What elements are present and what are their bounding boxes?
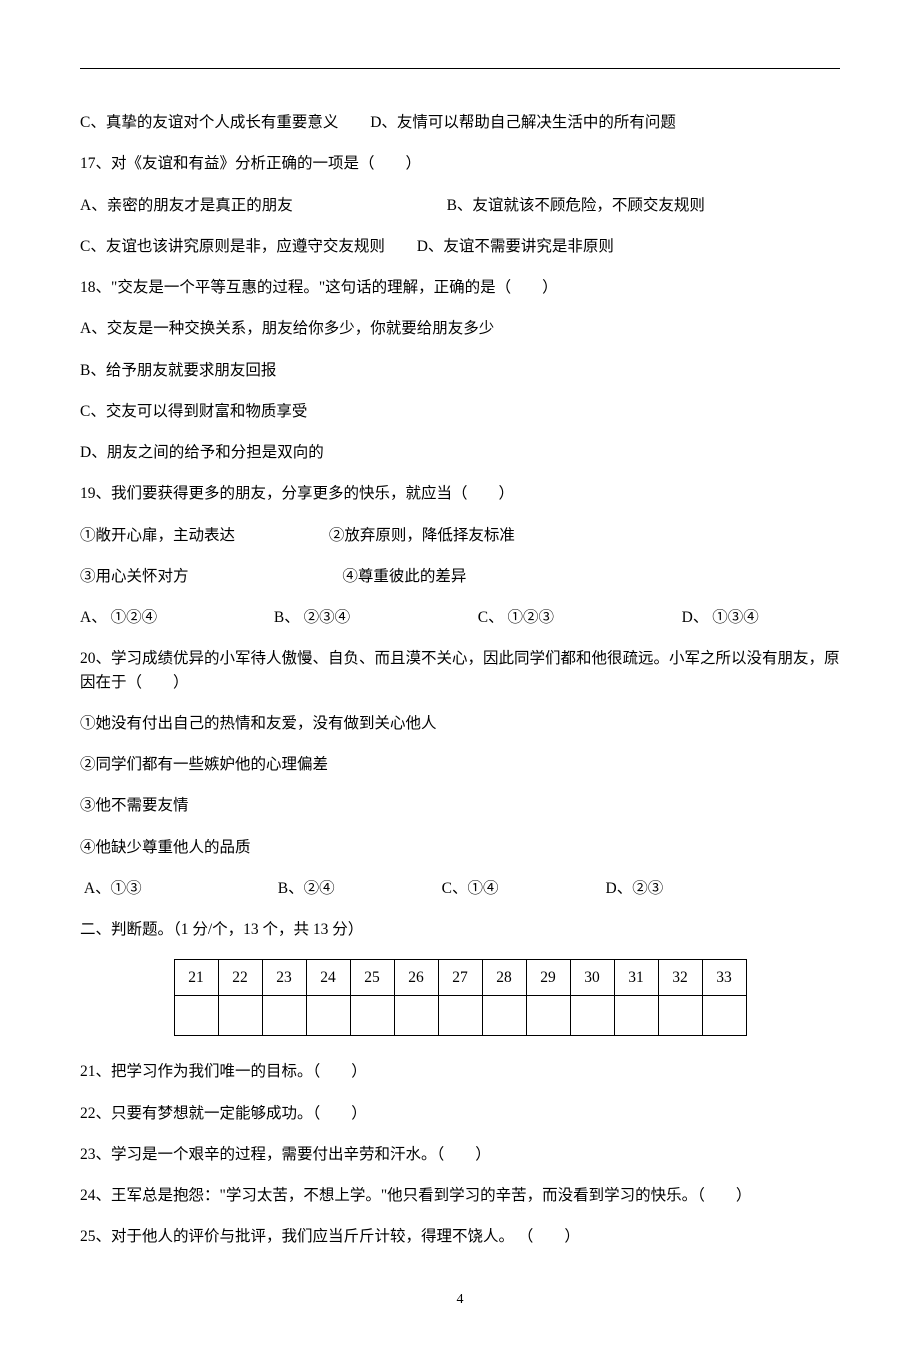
answer-header-cell: 31 bbox=[614, 960, 658, 996]
answer-blank-cell bbox=[438, 996, 482, 1036]
answer-header-cell: 23 bbox=[262, 960, 306, 996]
answer-header-cell: 25 bbox=[350, 960, 394, 996]
q19-sub-4: ④尊重彼此的差异 bbox=[342, 568, 466, 585]
q19-sub-2: ②放弃原则，降低择友标准 bbox=[329, 527, 515, 544]
answer-header-cell: 26 bbox=[394, 960, 438, 996]
q20-sub-3: ③他不需要友情 bbox=[80, 794, 840, 817]
q20-sub-1: ①她没有付出自己的热情和友爱，没有做到关心他人 bbox=[80, 712, 840, 735]
answer-blank-cell bbox=[658, 996, 702, 1036]
answer-blank-cell bbox=[570, 996, 614, 1036]
document-page: C、真挚的友谊对个人成长有重要意义 D、友情可以帮助自己解决生活中的所有问题 1… bbox=[0, 0, 920, 1350]
top-horizontal-rule bbox=[80, 68, 840, 69]
tf-q21: 21、把学习作为我们唯一的目标。（ ） bbox=[80, 1060, 840, 1083]
answer-blank-cell bbox=[262, 996, 306, 1036]
answer-blank-cell bbox=[306, 996, 350, 1036]
q20-option-a: A、①③ bbox=[84, 877, 274, 900]
answer-table-header-row: 21 22 23 24 25 26 27 28 29 30 31 32 33 bbox=[174, 960, 746, 996]
q16-options-cd: C、真挚的友谊对个人成长有重要意义 D、友情可以帮助自己解决生活中的所有问题 bbox=[80, 111, 840, 134]
q20-sub-4: ④他缺少尊重他人的品质 bbox=[80, 836, 840, 859]
q19-options: A、 ①②④ B、 ②③④ C、 ①②③ D、 ①③④ bbox=[80, 606, 840, 629]
q17-stem: 17、对《友谊和有益》分析正确的一项是（ ） bbox=[80, 152, 840, 175]
q18-option-a: A、交友是一种交换关系，朋友给你多少，你就要给朋友多少 bbox=[80, 317, 840, 340]
q18-stem: 18、"交友是一个平等互惠的过程。"这句话的理解，正确的是（ ） bbox=[80, 276, 840, 299]
tf-q24: 24、王军总是抱怨："学习太苦，不想上学。"他只看到学习的辛苦，而没看到学习的快… bbox=[80, 1184, 840, 1207]
q18-option-b: B、给予朋友就要求朋友回报 bbox=[80, 359, 840, 382]
q20-option-c: C、①④ bbox=[442, 877, 602, 900]
answer-blank-cell bbox=[614, 996, 658, 1036]
q16-option-d: D、友情可以帮助自己解决生活中的所有问题 bbox=[370, 114, 676, 131]
answer-blank-cell bbox=[526, 996, 570, 1036]
answer-blank-cell bbox=[482, 996, 526, 1036]
tf-q25: 25、对于他人的评价与批评，我们应当斤斤计较，得理不饶人。 （ ） bbox=[80, 1225, 840, 1248]
answer-header-cell: 21 bbox=[174, 960, 218, 996]
answer-header-cell: 28 bbox=[482, 960, 526, 996]
q20-sub-2: ②同学们都有一些嫉妒他的心理偏差 bbox=[80, 753, 840, 776]
q18-option-c: C、交友可以得到财富和物质享受 bbox=[80, 400, 840, 423]
answer-blank-cell bbox=[350, 996, 394, 1036]
q19-option-b: B、 ②③④ bbox=[274, 606, 474, 629]
q19-option-c: C、 ①②③ bbox=[478, 606, 678, 629]
q20-option-d: D、②③ bbox=[606, 877, 664, 900]
q16-option-c: C、真挚的友谊对个人成长有重要意义 bbox=[80, 114, 338, 131]
q20-options: A、①③ B、②④ C、①④ D、②③ bbox=[80, 877, 840, 900]
answer-header-cell: 33 bbox=[702, 960, 746, 996]
answer-header-cell: 24 bbox=[306, 960, 350, 996]
q19-sub-3: ③用心关怀对方 bbox=[80, 568, 189, 585]
answer-header-cell: 27 bbox=[438, 960, 482, 996]
q20-stem: 20、学习成绩优异的小军待人傲慢、自负、而且漠不关心，因此同学们都和他很疏远。小… bbox=[80, 647, 840, 694]
answer-table-blank-row bbox=[174, 996, 746, 1036]
q17-option-d: D、友谊不需要讲究是非原则 bbox=[417, 238, 614, 255]
q19-sub-12: ①敞开心扉，主动表达 ②放弃原则，降低择友标准 bbox=[80, 524, 840, 547]
answer-blank-cell bbox=[174, 996, 218, 1036]
section2-heading: 二、判断题。（1 分/个，13 个，共 13 分） bbox=[80, 918, 840, 941]
page-number: 4 bbox=[80, 1289, 840, 1310]
tf-q23: 23、学习是一个艰辛的过程，需要付出辛劳和汗水。（ ） bbox=[80, 1143, 840, 1166]
q19-sub-34: ③用心关怀对方 ④尊重彼此的差异 bbox=[80, 565, 840, 588]
q17-row-ab: A、亲密的朋友才是真正的朋友 B、友谊就该不顾危险，不顾交友规则 bbox=[80, 194, 840, 217]
q19-sub-1: ①敞开心扉，主动表达 bbox=[80, 527, 235, 544]
q17-row-cd: C、友谊也该讲究原则是非，应遵守交友规则 D、友谊不需要讲究是非原则 bbox=[80, 235, 840, 258]
q17-option-c: C、友谊也该讲究原则是非，应遵守交友规则 bbox=[80, 238, 385, 255]
answer-blank-cell bbox=[702, 996, 746, 1036]
q17-option-a: A、亲密的朋友才是真正的朋友 bbox=[80, 197, 293, 214]
q17-option-b: B、友谊就该不顾危险，不顾交友规则 bbox=[447, 197, 705, 214]
answer-header-cell: 30 bbox=[570, 960, 614, 996]
answer-blank-cell bbox=[218, 996, 262, 1036]
tf-q22: 22、只要有梦想就一定能够成功。（ ） bbox=[80, 1102, 840, 1125]
answer-table: 21 22 23 24 25 26 27 28 29 30 31 32 33 bbox=[174, 959, 747, 1036]
answer-header-cell: 22 bbox=[218, 960, 262, 996]
answer-header-cell: 29 bbox=[526, 960, 570, 996]
q19-option-d: D、 ①③④ bbox=[682, 606, 759, 629]
q18-option-d: D、朋友之间的给予和分担是双向的 bbox=[80, 441, 840, 464]
q19-option-a: A、 ①②④ bbox=[80, 606, 270, 629]
answer-header-cell: 32 bbox=[658, 960, 702, 996]
answer-blank-cell bbox=[394, 996, 438, 1036]
q19-stem: 19、我们要获得更多的朋友，分享更多的快乐，就应当（ ） bbox=[80, 482, 840, 505]
q20-option-b: B、②④ bbox=[278, 877, 438, 900]
